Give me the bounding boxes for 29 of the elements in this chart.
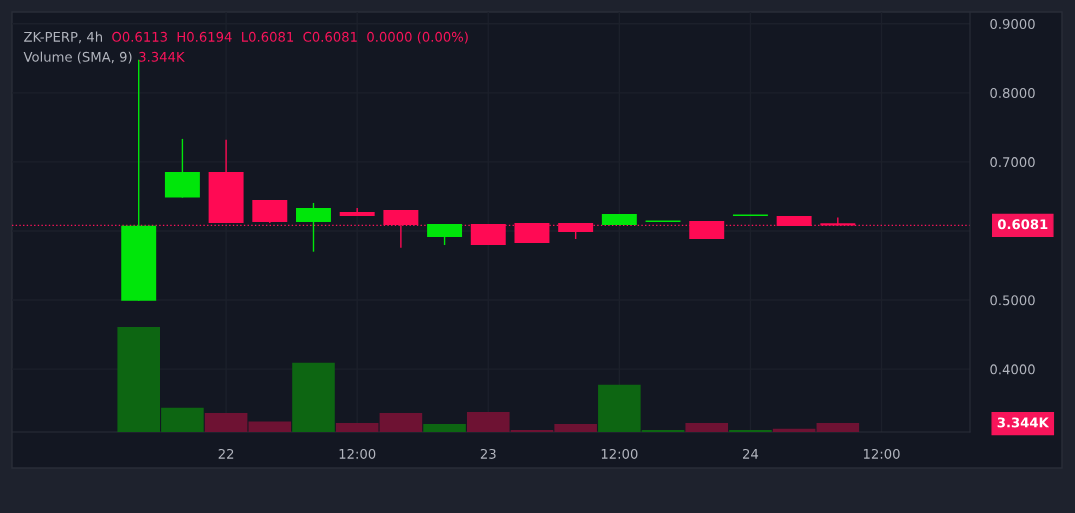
x-tick-label: 12:00 xyxy=(339,448,376,459)
bar xyxy=(685,423,729,432)
y-tick-label: 0.9000 xyxy=(990,18,1035,29)
bar xyxy=(292,362,335,432)
y-tick-label: 0.7000 xyxy=(990,157,1035,168)
x-tick-label: 22 xyxy=(218,448,234,459)
x-tick-label: 24 xyxy=(743,448,759,459)
annotation: 0.0000 (0.00%) xyxy=(367,31,468,44)
y-tick-label: 0.4000 xyxy=(990,364,1035,375)
y-tick-label: 0.5000 xyxy=(990,295,1035,306)
bar xyxy=(772,428,816,432)
annotation: C0.6081 xyxy=(303,31,357,42)
x-tick-label: 12:00 xyxy=(601,448,638,459)
bar xyxy=(423,424,466,432)
annotation: L0.6081 xyxy=(242,31,294,42)
bar xyxy=(816,423,860,432)
text: ZK-PERP, 4h xyxy=(24,31,103,44)
bar xyxy=(335,423,379,432)
chart-title: Volume (SMA, 9) xyxy=(23,51,132,64)
bar xyxy=(379,413,423,432)
text: 3.344K xyxy=(997,417,1050,428)
annotation: O0.6113 xyxy=(112,31,167,42)
annotation: H0.6194 xyxy=(177,31,232,42)
annotation: 3.344K xyxy=(139,51,185,62)
ref-line-label: 0.6081 xyxy=(997,219,1048,230)
y-tick-label: 0.8000 xyxy=(990,88,1035,99)
x-tick-label: 12:00 xyxy=(863,448,900,459)
bar xyxy=(729,429,772,432)
x-tick-label: 23 xyxy=(480,448,496,459)
